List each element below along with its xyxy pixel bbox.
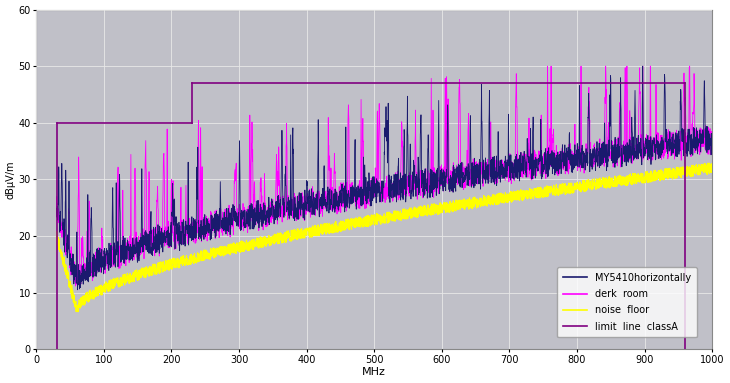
Legend: MY5410horizontally, derk  room, noise  floor, limit  line  classA: MY5410horizontally, derk room, noise flo… xyxy=(557,267,697,337)
X-axis label: MHz: MHz xyxy=(362,367,386,377)
Y-axis label: dBμV/m: dBμV/m xyxy=(6,160,15,198)
